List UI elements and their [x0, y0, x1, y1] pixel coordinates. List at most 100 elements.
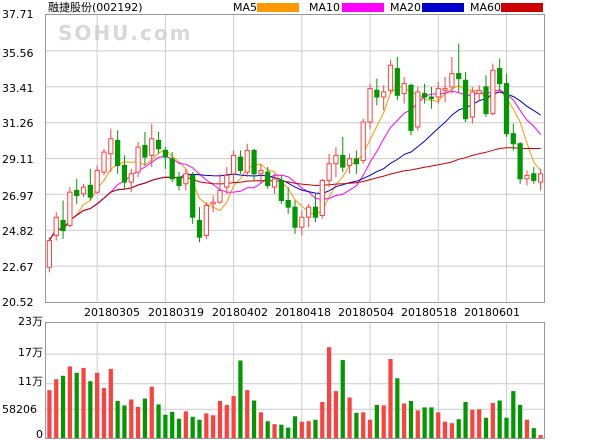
volume-bar-up [47, 390, 52, 438]
date-label-2: 20180402 [212, 306, 268, 319]
volume-bar-up [149, 386, 154, 438]
volume-bar-down [313, 419, 318, 438]
candle-down [353, 158, 360, 165]
candle-up [537, 173, 544, 183]
candle-down [237, 156, 244, 171]
volume-bar-up [67, 366, 72, 438]
candle-down [428, 96, 435, 100]
candle-up [299, 216, 305, 228]
candle-up [415, 91, 421, 128]
volume-bar-down [497, 400, 502, 438]
candle-up [346, 158, 353, 166]
candle-up [271, 178, 278, 188]
chart-title: 融捷股份(002192) [48, 0, 143, 14]
candle-down [374, 89, 380, 98]
volume-tick-3: 58206 [2, 403, 37, 416]
candle-down [394, 68, 400, 96]
volume-tick-4: 0 [36, 428, 43, 440]
candle-up [217, 189, 223, 203]
volume-bar-down [408, 400, 414, 438]
volume-bar-up [224, 404, 229, 438]
volume-bar-up [231, 396, 236, 438]
volume-axis: 23万 17万 11万 58206 0 [2, 315, 43, 440]
candle-down [169, 158, 175, 180]
price-tick-5: 26.97 [2, 190, 34, 203]
date-axis: 20180305 20180319 20180402 20180418 2018… [84, 306, 520, 319]
volume-bar-up [101, 388, 107, 438]
price-panel-frame [45, 14, 545, 303]
candle-up [80, 186, 87, 195]
volume-bar-up [204, 413, 209, 438]
volume-bar-up [258, 412, 264, 438]
candle-up [258, 169, 264, 175]
candle-up [387, 64, 394, 91]
volume-bar-down [518, 404, 523, 438]
candle-down [462, 79, 469, 120]
candle-up [46, 240, 53, 268]
volume-bar-down [251, 400, 257, 438]
volume-bar-up [490, 402, 495, 438]
volume-bar-down [163, 414, 168, 438]
volume-tick-0: 23万 [18, 315, 43, 328]
volume-bar-down [190, 416, 195, 438]
volume-bar-up [135, 406, 141, 438]
volume-bar-up [333, 391, 339, 438]
candle-up [401, 83, 407, 95]
price-axis: 37.71 35.56 33.41 31.26 29.11 26.97 24.8… [2, 8, 34, 309]
volume-bar-up [299, 421, 304, 438]
candle-down [285, 199, 291, 208]
volume-bar-up [367, 419, 373, 438]
date-label-4: 20180504 [338, 306, 394, 319]
candle-up [319, 179, 325, 217]
candle-up [108, 138, 114, 155]
volume-tick-1: 17万 [18, 346, 43, 359]
candle-up [490, 69, 496, 115]
candle-up [333, 154, 339, 165]
volume-bar-down [197, 419, 202, 438]
candle-up [326, 163, 332, 181]
candle-down [312, 206, 319, 218]
candle-down [408, 84, 414, 131]
candle-up [128, 173, 134, 183]
volume-bar-up [54, 379, 59, 438]
candle-down [340, 154, 346, 168]
date-label-6: 20180601 [464, 306, 520, 319]
candle-up [360, 121, 366, 161]
price-tick-1: 35.56 [2, 47, 34, 60]
volume-bar-down [456, 419, 461, 438]
watermark: SOHU.com [58, 21, 192, 45]
price-tick-2: 33.41 [2, 82, 34, 95]
candle-down [278, 179, 284, 201]
volume-bar-up [470, 409, 475, 438]
volume-bar-up [524, 419, 530, 438]
candle-down [176, 176, 182, 186]
candle-down [510, 133, 516, 145]
candle-up [67, 191, 73, 227]
volume-bar-up [388, 359, 393, 438]
volume-bar-down [504, 417, 509, 438]
candlesticks [46, 43, 544, 273]
volume-bar-down [60, 375, 66, 438]
volume-bar-down [142, 398, 148, 438]
volume-bar-up [347, 397, 352, 438]
volume-tick-2: 11万 [18, 375, 43, 388]
volume-bar-up [415, 410, 420, 438]
volume-bar-up [320, 401, 325, 438]
legend-ma10-swatch [342, 3, 384, 12]
candle-up [306, 206, 312, 218]
volume-bar-down [279, 424, 284, 438]
candle-up [244, 149, 250, 173]
volume-bar-up [245, 390, 250, 438]
price-tick-6: 24.82 [2, 225, 34, 238]
date-label-5: 20180518 [401, 306, 457, 319]
volume-bar-down [74, 372, 79, 438]
candle-up [381, 91, 387, 98]
candle-down [87, 184, 93, 198]
volume-bar-down [340, 360, 345, 438]
legend: MA5 MA10 MA20 MA60 [233, 1, 543, 14]
volume-bar-up [211, 415, 216, 438]
volume-bar-down [531, 428, 536, 438]
volume-bar-down [122, 405, 127, 438]
price-tick-3: 31.26 [2, 117, 34, 130]
volume-bar-up [477, 409, 482, 438]
